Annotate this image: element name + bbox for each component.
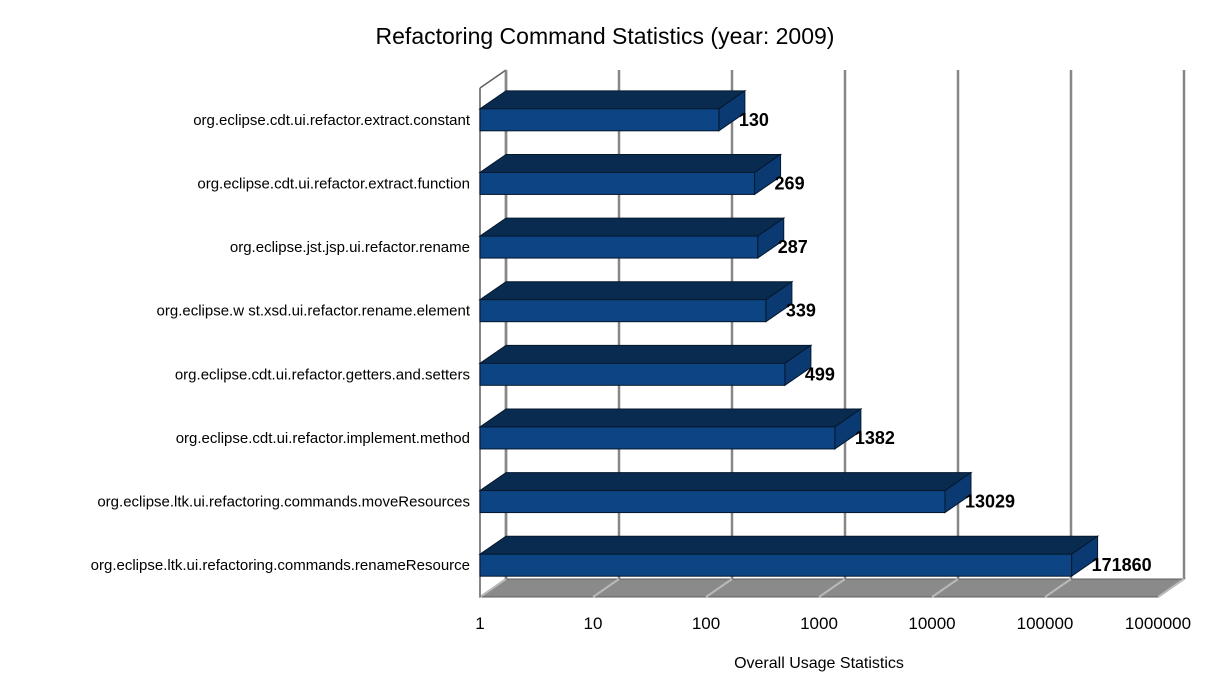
bar (478, 280, 794, 323)
x-axis-tick-label: 100 (692, 614, 720, 633)
bar-front-face (479, 553, 1073, 577)
bar-value-label: 269 (775, 173, 805, 193)
x-axis-title: Overall Usage Statistics (734, 655, 904, 672)
bar (478, 344, 813, 387)
bar-front-face (479, 171, 756, 195)
category-label: org.eclipse.ltk.ui.refactoring.commands.… (91, 557, 470, 574)
bar-front-face (479, 108, 720, 132)
bar-front-face (479, 362, 786, 386)
floor-tick-line (931, 578, 959, 598)
bar-front-face (479, 426, 836, 450)
floor-tick-line (1157, 578, 1185, 598)
x-axis-tick-label: 1000000 (1125, 614, 1191, 633)
bar-value-label: 171860 (1092, 555, 1152, 575)
bar-front-face (479, 235, 759, 259)
bar (478, 153, 783, 196)
bar-front-face (479, 490, 946, 514)
bar-top-face (478, 153, 783, 173)
bar-value-label: 1382 (855, 428, 895, 448)
bar-value-label: 130 (739, 110, 769, 130)
category-label: org.eclipse.w st.xsd.ui.refactor.rename.… (157, 303, 471, 320)
x-axis-tick-label: 10 (584, 614, 603, 633)
bar-top-face (478, 281, 794, 301)
bars: 130 269 287 339 499 1382 13029 171860 (478, 89, 1152, 578)
bar (478, 535, 1100, 578)
bar-top-face (478, 90, 747, 110)
category-label: org.eclipse.cdt.ui.refactor.implement.me… (176, 430, 470, 447)
bar-value-label: 13029 (965, 492, 1015, 512)
bar-top-face (478, 535, 1100, 555)
bar-front-face (479, 299, 767, 323)
category-label: org.eclipse.cdt.ui.refactor.getters.and.… (175, 366, 470, 383)
x-axis-tick-label: 100000 (1017, 614, 1074, 633)
chart-title: Refactoring Command Statistics (year: 20… (376, 23, 835, 49)
chart-floor (478, 578, 1186, 598)
x-axis-tick-label: 1000 (800, 614, 838, 633)
bar (478, 471, 973, 514)
floor-tick-line (705, 578, 733, 598)
floor-tick-line (592, 578, 620, 598)
x-axis-tick-label: 10000 (908, 614, 955, 633)
bar-value-label: 499 (805, 364, 835, 384)
bar-value-label: 339 (786, 301, 816, 321)
floor-tick-line (818, 578, 846, 598)
bar-value-label: 287 (778, 237, 808, 257)
bar-top-face (478, 217, 786, 237)
bar-top-face (478, 408, 863, 428)
floor-tick-line (479, 578, 507, 598)
category-label: org.eclipse.cdt.ui.refactor.extract.func… (197, 175, 470, 192)
bar-top-face (478, 344, 813, 364)
category-label: org.eclipse.jst.jsp.ui.refactor.rename (230, 239, 470, 256)
x-axis-tick-labels: 1 10 100 1000 10000 100000 1000000 (475, 614, 1191, 633)
left-wall-top-edge (479, 69, 507, 89)
category-label: org.eclipse.cdt.ui.refactor.extract.cons… (193, 112, 471, 129)
bar (478, 89, 747, 132)
floor-tick-line (1044, 578, 1072, 598)
category-label: org.eclipse.ltk.ui.refactoring.commands.… (97, 494, 470, 511)
bar (478, 407, 863, 450)
bar-top-face (478, 472, 973, 492)
category-labels: org.eclipse.cdt.ui.refactor.extract.cons… (91, 112, 471, 574)
chart-left-wall (479, 69, 508, 597)
bar (478, 217, 786, 260)
x-axis-tick-label: 1 (475, 614, 484, 633)
